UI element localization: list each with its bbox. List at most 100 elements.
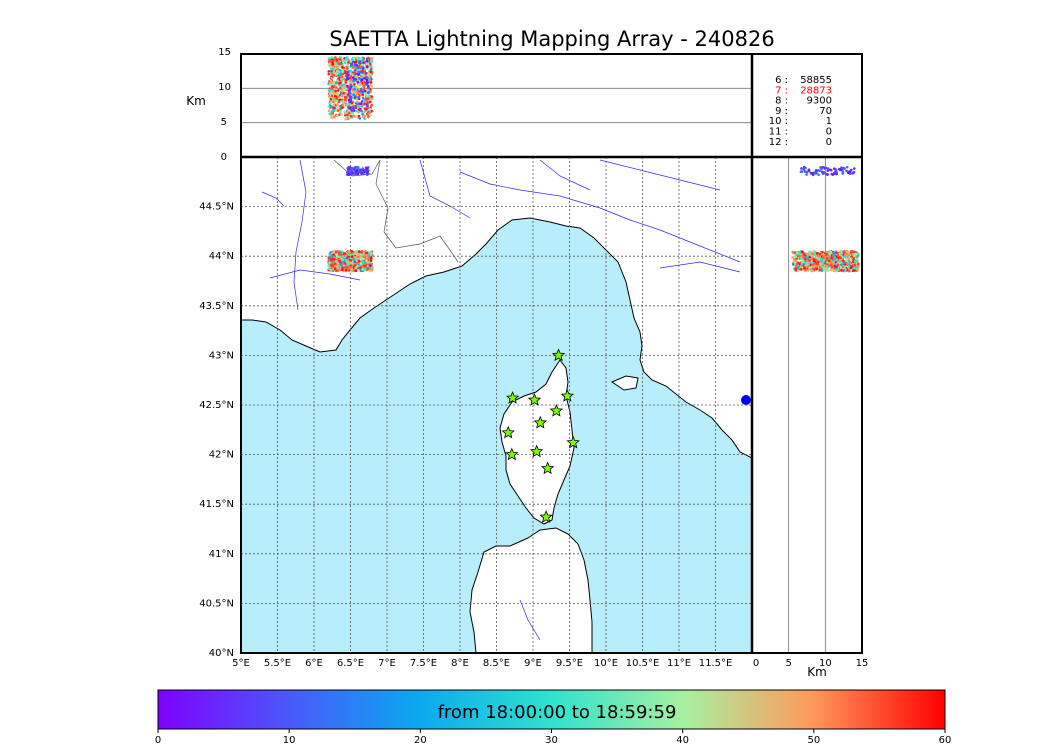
source-point [342, 256, 345, 260]
source-point [354, 269, 358, 272]
source-point [347, 98, 351, 102]
source-point [834, 269, 837, 273]
source-point [342, 91, 346, 95]
source-point [353, 87, 356, 91]
sardinia [469, 527, 593, 653]
source-point [331, 112, 334, 115]
source-point [338, 68, 342, 72]
source-point [352, 60, 355, 64]
source-point [829, 263, 833, 266]
source-point [824, 253, 828, 257]
elba [610, 375, 639, 391]
source-point [338, 113, 341, 116]
source-point [828, 255, 831, 259]
source-point [791, 251, 795, 254]
colorbar: from 18:00:00 to 18:59:59 0 10 20 30 40 50 60 [155, 689, 951, 746]
source-point [346, 173, 349, 176]
colorbar-ticks: 0 10 20 30 40 50 60 [155, 729, 951, 746]
source-point [363, 76, 366, 80]
side-dots [791, 165, 860, 273]
source-point [353, 91, 357, 94]
source-point [835, 251, 838, 254]
source-point [350, 72, 353, 76]
source-point [365, 95, 368, 98]
source-point [336, 89, 340, 92]
source-point [329, 268, 333, 272]
source-point [841, 259, 845, 262]
source-point [841, 172, 845, 175]
source-point [332, 106, 335, 110]
source-point [825, 264, 828, 268]
source-point [340, 68, 344, 71]
source-point [339, 263, 343, 267]
source-point [839, 250, 843, 253]
source-point [347, 73, 350, 77]
source-point [329, 67, 333, 71]
source-point [356, 66, 360, 69]
source-point [361, 93, 365, 97]
source-point [349, 171, 353, 175]
source-point [350, 57, 354, 61]
source-point [346, 67, 349, 70]
source-point [332, 70, 335, 73]
source-point [352, 173, 355, 177]
source-point [350, 109, 353, 112]
source-point [336, 69, 339, 73]
source-point [357, 83, 360, 87]
source-point [812, 250, 815, 253]
side-panel-bg [752, 157, 862, 653]
longitude-tick: 8°E [451, 658, 469, 669]
source-point [368, 252, 371, 256]
source-point [338, 56, 341, 59]
source-point [831, 251, 835, 254]
source-point [342, 83, 345, 87]
source-point [856, 252, 860, 255]
source-point [366, 171, 369, 175]
source-point [338, 255, 341, 259]
stat-value: 0 [826, 127, 832, 138]
longitude-tick: 7.5°E [410, 658, 437, 669]
stat-label: 7 : [775, 85, 788, 96]
latitude-tick: 43.5°N [199, 301, 234, 312]
altitude-tick-10: 10 [218, 82, 231, 93]
stat-label: 10 : [769, 116, 788, 127]
source-point [333, 267, 337, 270]
source-point [809, 263, 813, 267]
source-point [339, 72, 343, 75]
source-point [352, 66, 355, 69]
source-point [840, 261, 843, 264]
source-point [844, 268, 847, 271]
source-point [353, 167, 357, 170]
latitude-tick: 41°N [209, 549, 234, 560]
source-point [843, 167, 846, 170]
stat-value: 9300 [807, 96, 832, 107]
station-star [529, 444, 544, 458]
source-point [832, 260, 835, 264]
source-point [332, 251, 336, 254]
source-point [810, 269, 814, 273]
stations [501, 348, 580, 523]
source-point [822, 171, 826, 174]
source-point [338, 110, 342, 114]
source-point [363, 268, 366, 271]
source-point [826, 167, 830, 170]
source-point [336, 266, 340, 269]
station-star [505, 391, 520, 404]
source-point [329, 255, 333, 259]
source-point [366, 101, 369, 105]
longitude-tick: 9.5°E [556, 658, 583, 669]
source-point [365, 79, 369, 83]
source-point [346, 93, 350, 96]
source-point [340, 91, 344, 95]
source-point [348, 253, 351, 257]
side-marker [741, 395, 751, 405]
source-point [327, 72, 331, 76]
source-point [362, 61, 365, 65]
source-point [370, 265, 374, 269]
source-point [356, 262, 360, 266]
source-point [796, 251, 799, 255]
source-point [794, 255, 797, 258]
source-point [369, 90, 372, 94]
source-point [360, 265, 363, 268]
station-star [533, 415, 547, 429]
